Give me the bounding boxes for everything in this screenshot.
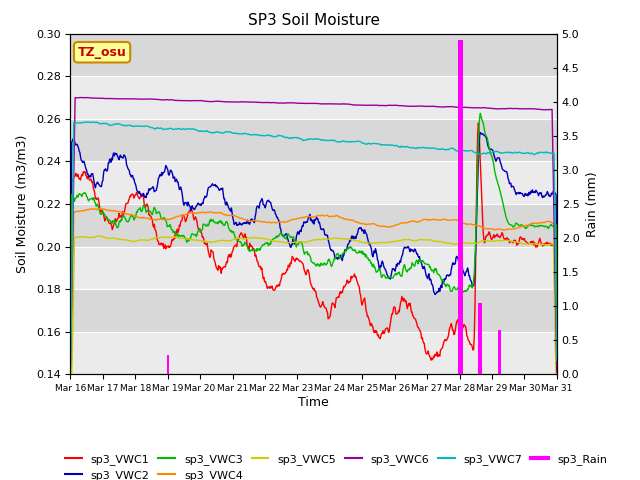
Bar xyxy=(70,161,557,204)
Bar xyxy=(70,289,557,332)
Bar xyxy=(168,355,169,374)
Bar xyxy=(70,34,557,76)
Bar xyxy=(461,40,463,374)
Legend: sp3_VWC1, sp3_VWC2, sp3_VWC3, sp3_VWC4, sp3_VWC5, sp3_VWC6, sp3_VWC7, sp3_Rain: sp3_VWC1, sp3_VWC2, sp3_VWC3, sp3_VWC4, … xyxy=(61,449,611,480)
Text: TZ_osu: TZ_osu xyxy=(77,46,127,59)
Y-axis label: Soil Moisture (m3/m3): Soil Moisture (m3/m3) xyxy=(16,135,29,273)
Title: SP3 Soil Moisture: SP3 Soil Moisture xyxy=(248,13,380,28)
X-axis label: Time: Time xyxy=(298,396,329,409)
Bar xyxy=(70,119,557,161)
Bar xyxy=(460,40,461,374)
Bar xyxy=(499,330,500,374)
Bar xyxy=(167,355,168,374)
Bar xyxy=(500,330,501,374)
Y-axis label: Rain (mm): Rain (mm) xyxy=(586,171,599,237)
Bar xyxy=(70,247,557,289)
Bar xyxy=(481,303,482,374)
Bar xyxy=(458,40,460,374)
Bar xyxy=(459,40,460,374)
Bar xyxy=(480,303,481,374)
Bar xyxy=(70,76,557,119)
Bar xyxy=(70,204,557,247)
Bar xyxy=(461,40,462,374)
Bar xyxy=(479,303,480,374)
Bar xyxy=(498,330,499,374)
Bar xyxy=(499,330,500,374)
Bar xyxy=(70,332,557,374)
Bar xyxy=(460,40,461,374)
